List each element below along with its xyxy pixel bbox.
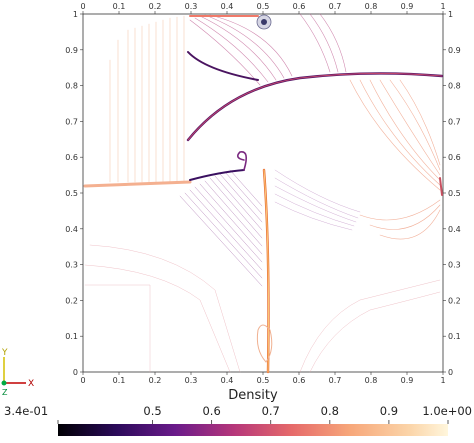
y-tick-left-label: 0.9 bbox=[65, 46, 78, 55]
x-tick-bottom-label: 0.1 bbox=[113, 376, 126, 385]
y-tick-left-label: 0.4 bbox=[65, 225, 78, 234]
x-tick-bottom-label: 0.3 bbox=[185, 376, 198, 385]
density-contours bbox=[84, 13, 441, 373]
plot-frame bbox=[82, 13, 444, 373]
colorbar-labels: 3.4e-01 0.5 0.6 0.7 0.8 0.9 1.0e+00 bbox=[4, 404, 472, 424]
y-tick-right-label: 0.9 bbox=[448, 46, 461, 55]
y-tick-left-label: 0.6 bbox=[65, 153, 78, 162]
x-tick-top-label: 0.3 bbox=[185, 2, 198, 11]
y-tick-left-label: 0.5 bbox=[65, 189, 78, 198]
y-tick-right-label: 0.2 bbox=[448, 296, 461, 305]
x-tick-bottom-label: 0.6 bbox=[293, 376, 306, 385]
x-tick-bottom-label: 0.5 bbox=[257, 376, 270, 385]
shock-fronts bbox=[83, 15, 444, 374]
colorbar-tick-label: 0.8 bbox=[321, 404, 339, 418]
y-tick-left-label: 0.8 bbox=[65, 82, 78, 91]
colorbar-tick-label: 0.5 bbox=[143, 404, 161, 418]
y-tick-left-label: 0 bbox=[73, 368, 78, 377]
y-tick-left-label: 1 bbox=[73, 10, 78, 19]
colorbar-tick-label: 0.7 bbox=[262, 404, 280, 418]
x-tick-top-label: 1 bbox=[440, 2, 445, 11]
y-tick-right-label: 0.5 bbox=[448, 189, 461, 198]
x-tick-bottom-label: 1 bbox=[440, 376, 445, 385]
x-tick-top-label: 0.8 bbox=[365, 2, 378, 11]
x-tick-bottom-label: 0.2 bbox=[149, 376, 162, 385]
colorbar-tick-label: 0.9 bbox=[380, 404, 398, 418]
x-tick-bottom-label: 0.9 bbox=[401, 376, 414, 385]
y-tick-right-label: 1 bbox=[448, 10, 453, 19]
y-ticks-right: 0 0.1 0.2 0.3 0.4 0.5 0.6 0.7 0.8 0.9 1 bbox=[443, 10, 461, 377]
x-tick-top-label: 0.7 bbox=[329, 2, 342, 11]
colorbar-tick-label: 3.4e-01 bbox=[4, 404, 48, 418]
y-tick-left-label: 0.2 bbox=[65, 296, 78, 305]
x-tick-top-label: 0.1 bbox=[113, 2, 126, 11]
x-ticks-top: 0 0.1 0.2 0.3 0.4 0.5 0.6 0.7 0.8 0.9 1 bbox=[80, 2, 446, 14]
x-tick-top-label: 0.4 bbox=[221, 2, 234, 11]
triad-y-label: Y bbox=[1, 348, 8, 358]
colorbar-title: Density bbox=[228, 388, 278, 403]
vortex-marker bbox=[256, 14, 272, 30]
colorbar-tick-label: 1.0e+00 bbox=[422, 404, 472, 418]
x-tick-bottom-label: 0.8 bbox=[365, 376, 378, 385]
x-tick-top-label: 0.5 bbox=[257, 2, 270, 11]
y-tick-left-label: 0.7 bbox=[65, 117, 78, 126]
x-tick-bottom-label: 0.4 bbox=[221, 376, 234, 385]
x-tick-top-label: 0.2 bbox=[149, 2, 162, 11]
y-tick-left-label: 0.1 bbox=[65, 332, 78, 341]
x-tick-top-label: 0.6 bbox=[293, 2, 306, 11]
triad-x-label: X bbox=[28, 379, 34, 389]
axes-triad: Y X Z bbox=[1, 348, 34, 397]
y-tick-right-label: 0.8 bbox=[448, 82, 461, 91]
x-tick-bottom-label: 0 bbox=[80, 376, 85, 385]
colorbar-gradient bbox=[58, 424, 448, 436]
x-tick-top-label: 0.9 bbox=[401, 2, 414, 11]
triad-z-label: Z bbox=[2, 388, 8, 397]
x-tick-bottom-label: 0.7 bbox=[329, 376, 342, 385]
y-tick-left-label: 0.3 bbox=[65, 261, 78, 270]
x-tick-top-label: 0 bbox=[80, 2, 85, 11]
colorbar-tick-label: 0.6 bbox=[202, 404, 220, 418]
y-tick-right-label: 0.6 bbox=[448, 153, 461, 162]
y-tick-right-label: 0 bbox=[448, 368, 453, 377]
y-tick-right-label: 0.7 bbox=[448, 117, 461, 126]
y-ticks-left: 0 0.1 0.2 0.3 0.4 0.5 0.6 0.7 0.8 0.9 1 bbox=[65, 10, 83, 377]
x-ticks-bottom: 0 0.1 0.2 0.3 0.4 0.5 0.6 0.7 0.8 0.9 1 bbox=[80, 372, 446, 385]
y-tick-right-label: 0.4 bbox=[448, 225, 461, 234]
y-tick-right-label: 0.1 bbox=[448, 332, 461, 341]
y-tick-right-label: 0.3 bbox=[448, 261, 461, 270]
